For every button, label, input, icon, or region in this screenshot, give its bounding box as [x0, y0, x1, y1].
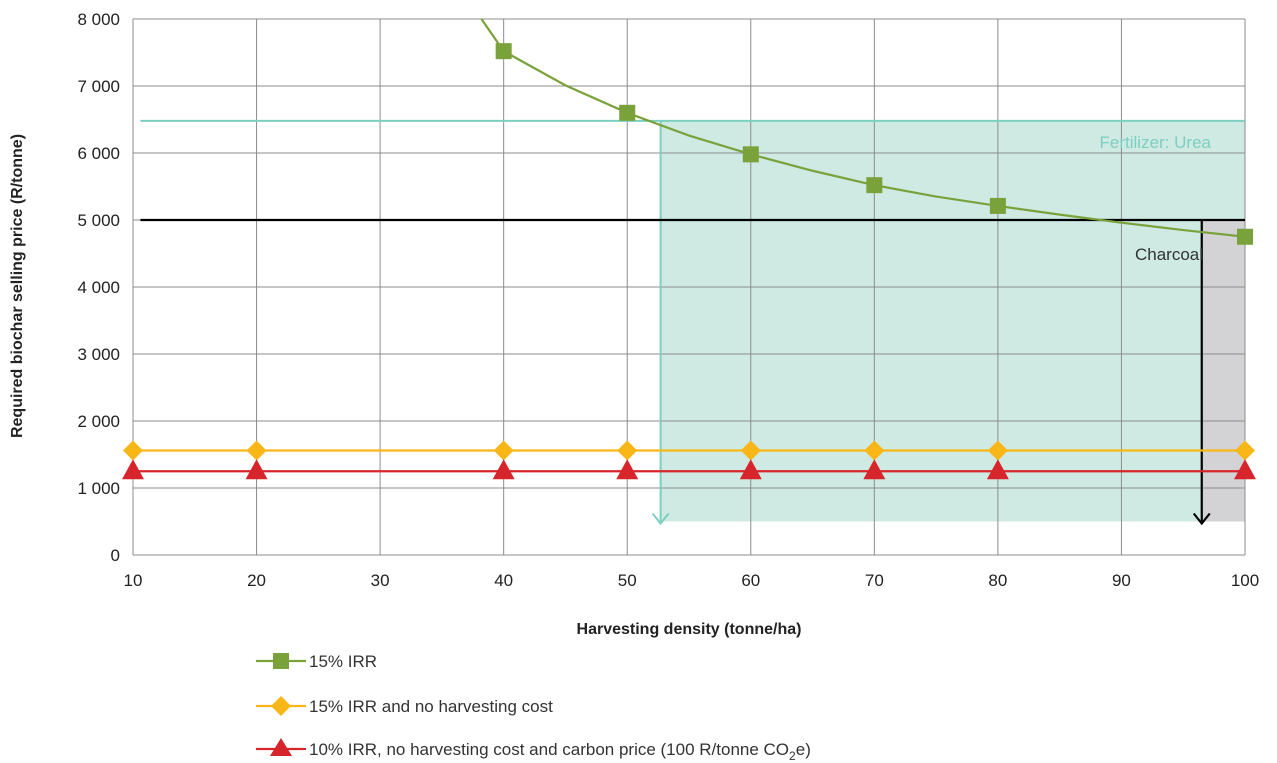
legend-item-series-2: 15% IRR and no harvesting cost: [256, 696, 553, 716]
data-point-diamond: [493, 440, 514, 461]
y-tick-label: 8 000: [77, 10, 120, 29]
region-urea: [660, 120, 1245, 522]
data-point-diamond: [123, 440, 143, 461]
data-point-triangle: [1234, 459, 1256, 480]
y-tick-label: 1 000: [77, 479, 120, 498]
shaded-regions: [660, 120, 1245, 522]
legend-label-series-3-end: e): [796, 740, 811, 759]
data-point-square: [989, 197, 1006, 214]
series-layer: [122, 18, 1256, 480]
y-tick-label: 0: [111, 546, 120, 565]
legend-item-series-3: 10% IRR, no harvesting cost and carbon p…: [256, 738, 811, 763]
tick-labels: 10 20 30 40 50 60 70 80 90 100 0 1 000 2 000 3 000 4 0…: [77, 10, 1259, 590]
legend-marker-square-icon: [273, 653, 289, 669]
x-tick-label: 40: [494, 571, 513, 590]
data-point-triangle: [122, 459, 144, 480]
legend-item-series-1: 15% IRR: [256, 652, 377, 671]
x-tick-label: 10: [124, 571, 143, 590]
data-point-square: [619, 104, 636, 121]
series-line-1: [480, 18, 1246, 238]
data-point-square: [495, 43, 512, 60]
y-tick-label: 6 000: [77, 144, 120, 163]
y-tick-label: 5 000: [77, 211, 120, 230]
x-tick-label: 50: [618, 571, 637, 590]
x-tick-label: 80: [988, 571, 1007, 590]
data-point-triangle: [986, 459, 1009, 480]
data-point-triangle: [616, 459, 639, 480]
x-tick-label: 60: [741, 571, 760, 590]
x-axis-title: Harvesting density (tonne/ha): [577, 621, 802, 638]
arrow-head-urea: [651, 512, 670, 526]
legend-label-series-1: 15% IRR: [309, 652, 377, 671]
annotation-urea-label: Fertilizer: Urea: [1100, 133, 1212, 152]
x-tick-label: 100: [1231, 571, 1259, 590]
x-tick-label: 70: [865, 571, 884, 590]
data-point-diamond: [740, 440, 761, 461]
x-tick-label: 90: [1112, 571, 1131, 590]
y-tick-label: 2 000: [77, 412, 120, 431]
y-tick-label: 3 000: [77, 345, 120, 364]
legend-marker-diamond-icon: [271, 696, 291, 716]
data-point-triangle: [245, 459, 268, 480]
data-point-triangle: [739, 459, 762, 480]
annotation-labels: Fertilizer: Urea Charcoal: [1100, 133, 1212, 264]
y-axis-title: Required biochar selling price (R/tonne): [9, 134, 26, 438]
x-tick-label: 30: [371, 571, 390, 590]
annotation-charcoal-label: Charcoal: [1135, 245, 1203, 264]
legend: 15% IRR 15% IRR and no harvesting cost 1…: [256, 652, 811, 763]
data-point-square: [742, 146, 759, 163]
data-point-diamond: [987, 440, 1008, 461]
legend-label-series-2: 15% IRR and no harvesting cost: [309, 697, 553, 716]
x-tick-label: 20: [247, 571, 266, 590]
legend-marker-triangle-icon: [270, 738, 292, 756]
data-point-square: [866, 177, 883, 194]
legend-label-series-3-main: 10% IRR, no harvesting cost and carbon p…: [309, 740, 789, 759]
reference-lines: [140, 119, 1245, 526]
data-point-triangle: [492, 459, 515, 480]
legend-label-series-3-subscript: 2: [789, 749, 796, 763]
data-point-triangle: [863, 459, 886, 480]
data-point-diamond: [864, 440, 885, 461]
y-tick-label: 7 000: [77, 77, 120, 96]
arrow-head-charcoal: [1192, 512, 1211, 526]
legend-label-series-3: 10% IRR, no harvesting cost and carbon p…: [309, 740, 811, 763]
data-point-diamond: [617, 440, 638, 461]
gridlines: [132, 18, 1246, 556]
data-point-diamond: [246, 440, 267, 461]
data-point-square: [1237, 228, 1253, 245]
y-tick-label: 4 000: [77, 278, 120, 297]
data-point-diamond: [1235, 440, 1255, 461]
